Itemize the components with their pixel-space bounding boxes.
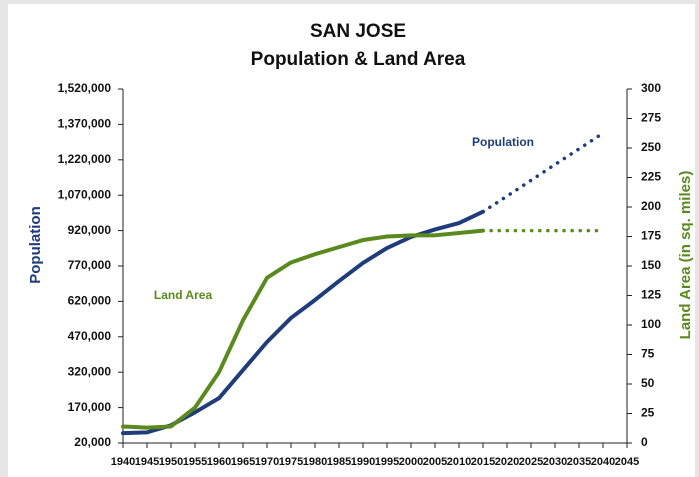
x-tick-label: 1965 bbox=[231, 456, 255, 468]
y2-tick-label: 50 bbox=[641, 376, 655, 390]
x-tick-label: 2045 bbox=[615, 456, 639, 468]
x-tick-label: 2025 bbox=[519, 456, 543, 468]
y-tick-label: 470,000 bbox=[68, 329, 112, 343]
y2-tick-label: 250 bbox=[641, 140, 661, 154]
x-tick-label: 2030 bbox=[543, 456, 567, 468]
y2-tick-label: 0 bbox=[641, 435, 648, 449]
x-tick-label: 2010 bbox=[447, 456, 471, 468]
y2-tick-label: 225 bbox=[641, 170, 661, 184]
y-tick-label: 1,070,000 bbox=[58, 187, 112, 201]
y2-tick-label: 150 bbox=[641, 258, 661, 272]
y-tick-label: 620,000 bbox=[68, 294, 112, 308]
y2-axis-title: Land Area (in sq. miles) bbox=[677, 171, 694, 340]
x-tick-label: 2035 bbox=[567, 456, 591, 468]
y-tick-label: 920,000 bbox=[68, 223, 112, 237]
x-tick-label: 2005 bbox=[423, 456, 447, 468]
x-tick-label: 1980 bbox=[303, 456, 327, 468]
y2-tick-label: 200 bbox=[641, 199, 661, 213]
x-tick-label: 2020 bbox=[495, 456, 519, 468]
y2-tick-label: 75 bbox=[641, 347, 655, 361]
x-tick-label: 1960 bbox=[207, 456, 231, 468]
chart-subtitle: Population & Land Area bbox=[251, 49, 466, 70]
y-tick-label: 20,000 bbox=[74, 435, 111, 449]
x-tick-label: 1940 bbox=[111, 456, 135, 468]
y-tick-label: 1,520,000 bbox=[58, 81, 112, 95]
x-tick-label: 1945 bbox=[135, 456, 159, 468]
y2-tick-label: 175 bbox=[641, 229, 661, 243]
y2-tick-label: 275 bbox=[641, 111, 661, 125]
x-tick-label: 2040 bbox=[591, 456, 615, 468]
x-tick-label: 1970 bbox=[255, 456, 279, 468]
y-tick-label: 1,220,000 bbox=[58, 152, 112, 166]
x-tick-label: 1955 bbox=[183, 456, 207, 468]
y2-tick-label: 125 bbox=[641, 288, 661, 302]
y-tick-label: 170,000 bbox=[68, 400, 112, 414]
y-tick-label: 320,000 bbox=[68, 364, 112, 378]
x-tick-label: 1995 bbox=[375, 456, 399, 468]
x-tick-label: 2015 bbox=[471, 456, 495, 468]
projection-line bbox=[481, 131, 605, 214]
y-axis-title: Population bbox=[27, 206, 44, 284]
y2-tick-label: 300 bbox=[641, 81, 661, 95]
x-tick-label: 1985 bbox=[327, 456, 351, 468]
y-tick-label: 1,370,000 bbox=[58, 117, 112, 131]
x-tick-label: 1950 bbox=[159, 456, 183, 468]
x-tick-label: 1990 bbox=[351, 456, 375, 468]
series-line bbox=[121, 228, 485, 430]
x-tick-label: 2000 bbox=[399, 456, 423, 468]
chart-background bbox=[8, 4, 695, 477]
series-annotation: Land Area bbox=[154, 288, 213, 302]
chart-title: SAN JOSE bbox=[310, 21, 406, 42]
series-annotation: Population bbox=[472, 135, 534, 149]
y2-tick-label: 25 bbox=[641, 406, 655, 420]
x-tick-label: 1975 bbox=[279, 456, 303, 468]
y2-tick-label: 100 bbox=[641, 317, 661, 331]
y-tick-label: 770,000 bbox=[68, 258, 112, 272]
